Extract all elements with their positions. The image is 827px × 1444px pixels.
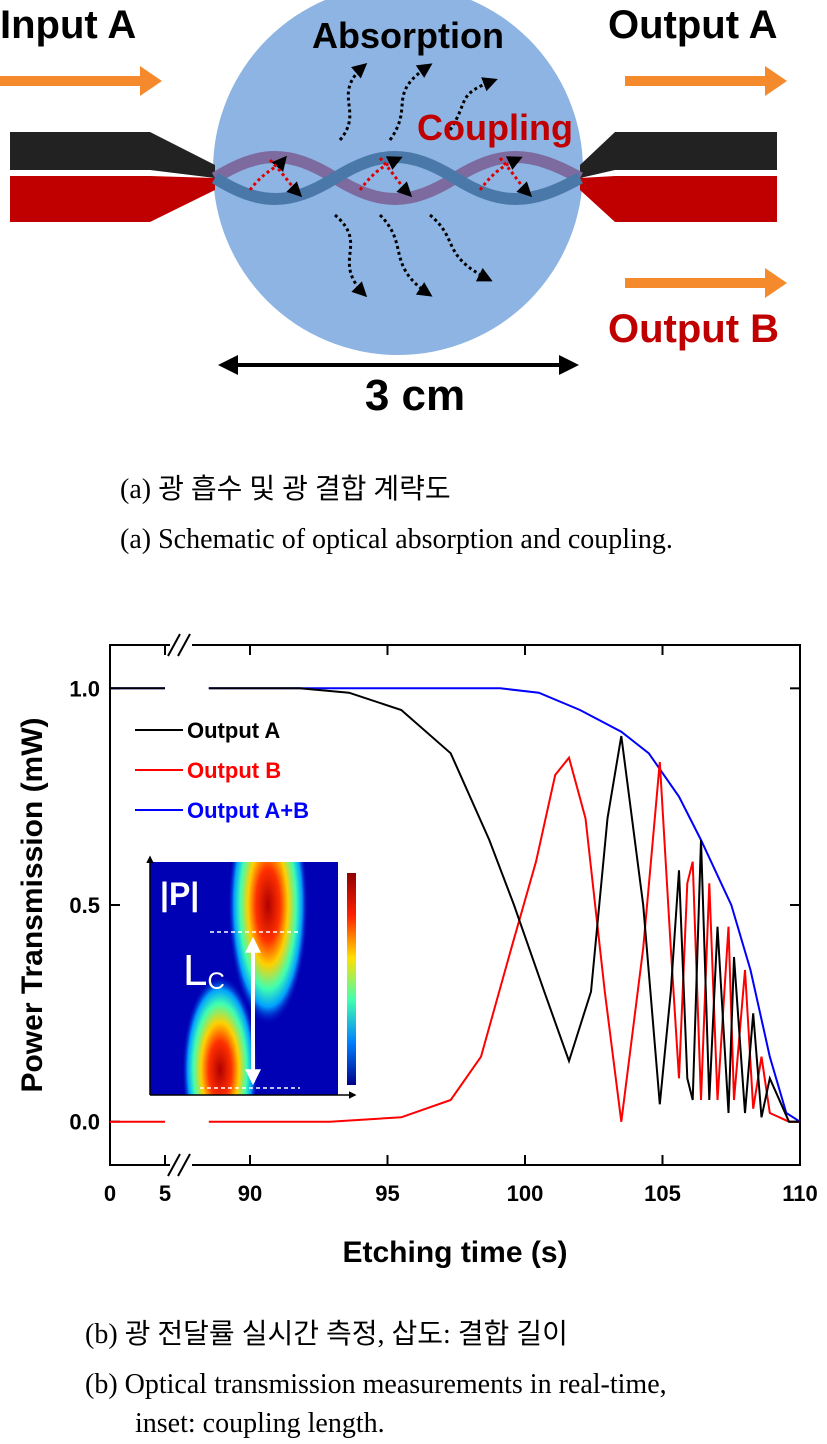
caption: inset: coupling length. [135, 1408, 385, 1439]
absorption-arrows [334, 63, 498, 298]
legend-label: Output A [187, 718, 280, 743]
fiber-a [10, 132, 150, 170]
x-tick-label: 5 [159, 1181, 171, 1206]
inset-label: |P| [160, 876, 199, 912]
label: Output B [608, 307, 779, 351]
fiber-b [615, 176, 777, 222]
y-tick-label: 1.0 [69, 676, 100, 701]
series-line [110, 687, 800, 1123]
label: Absorption [312, 15, 504, 56]
label: Output A [608, 3, 778, 47]
fiber-a [615, 132, 777, 170]
fiber-taper [150, 132, 215, 178]
y-tick-label: 0.5 [69, 893, 100, 918]
fiber-b [10, 176, 150, 222]
axis-break [167, 628, 192, 1182]
x-tick-label: 95 [375, 1181, 399, 1206]
x-tick-label: 100 [507, 1181, 544, 1206]
fiber-taper [580, 176, 615, 222]
series-line [110, 755, 800, 1123]
x-axis-label: Etching time (s) [342, 1236, 567, 1269]
label: 3 cm [365, 371, 465, 420]
x-tick-label: 105 [644, 1181, 681, 1206]
fiber-taper [580, 132, 615, 178]
caption: (a) 광 흡수 및 광 결합 계략도 [120, 473, 451, 505]
x-tick-label: 90 [238, 1181, 262, 1206]
x-tick-label: 110 [782, 1181, 818, 1206]
inset: |P| LC [146, 855, 357, 1099]
inset-label: C [207, 968, 224, 995]
chart: |P| LC Etching time (s) Power Transmissi… [16, 628, 818, 1269]
fiber-taper [150, 176, 215, 222]
inset-label: LC [183, 946, 225, 995]
caption: (a) Schematic of optical absorption and … [120, 524, 673, 555]
y-tick-label: 0.0 [69, 1110, 100, 1135]
legend-label: Output B [187, 758, 281, 783]
schematic: Input A Absorption Output A Coupling Out… [0, 0, 787, 420]
caption: (b) Optical transmission measurements in… [85, 1369, 667, 1400]
label: Input A [0, 3, 136, 47]
caption: (b) 광 전달률 실시간 측정, 삽도: 결합 길이 [85, 1318, 568, 1350]
x-tick-label: 0 [104, 1181, 116, 1206]
coupling-arrows [248, 155, 533, 198]
light-arrows [0, 66, 787, 298]
label: Coupling [417, 107, 573, 148]
inset-label: L [183, 946, 207, 995]
legend-label: Output A+B [187, 798, 309, 823]
y-axis-label: Power Transmission (mW) [16, 717, 49, 1092]
